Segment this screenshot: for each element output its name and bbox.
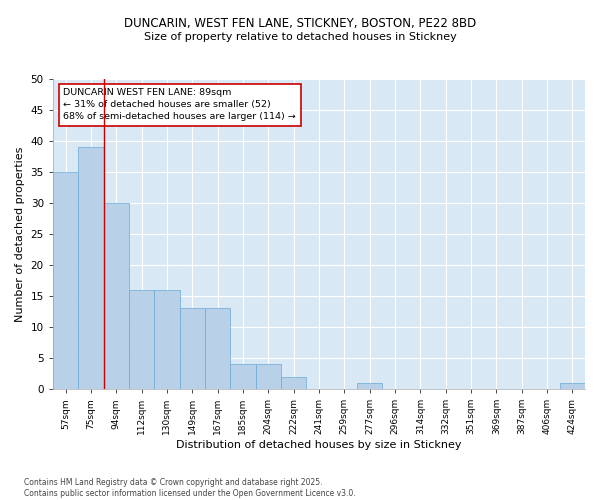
Bar bbox=[179, 308, 205, 389]
Text: DUNCARIN, WEST FEN LANE, STICKNEY, BOSTON, PE22 8BD: DUNCARIN, WEST FEN LANE, STICKNEY, BOSTO… bbox=[124, 18, 476, 30]
X-axis label: Distribution of detached houses by size in Stickney: Distribution of detached houses by size … bbox=[176, 440, 461, 450]
Bar bbox=[230, 364, 256, 389]
Bar bbox=[281, 376, 306, 389]
Text: Contains HM Land Registry data © Crown copyright and database right 2025.
Contai: Contains HM Land Registry data © Crown c… bbox=[24, 478, 356, 498]
Bar bbox=[129, 290, 154, 389]
Bar bbox=[205, 308, 230, 389]
Bar bbox=[154, 290, 179, 389]
Text: DUNCARIN WEST FEN LANE: 89sqm
← 31% of detached houses are smaller (52)
68% of s: DUNCARIN WEST FEN LANE: 89sqm ← 31% of d… bbox=[64, 88, 296, 121]
Bar bbox=[256, 364, 281, 389]
Text: Size of property relative to detached houses in Stickney: Size of property relative to detached ho… bbox=[143, 32, 457, 42]
Bar bbox=[53, 172, 78, 389]
Bar bbox=[104, 203, 129, 389]
Y-axis label: Number of detached properties: Number of detached properties bbox=[15, 146, 25, 322]
Bar bbox=[78, 147, 104, 389]
Bar bbox=[357, 383, 382, 389]
Bar bbox=[560, 383, 585, 389]
